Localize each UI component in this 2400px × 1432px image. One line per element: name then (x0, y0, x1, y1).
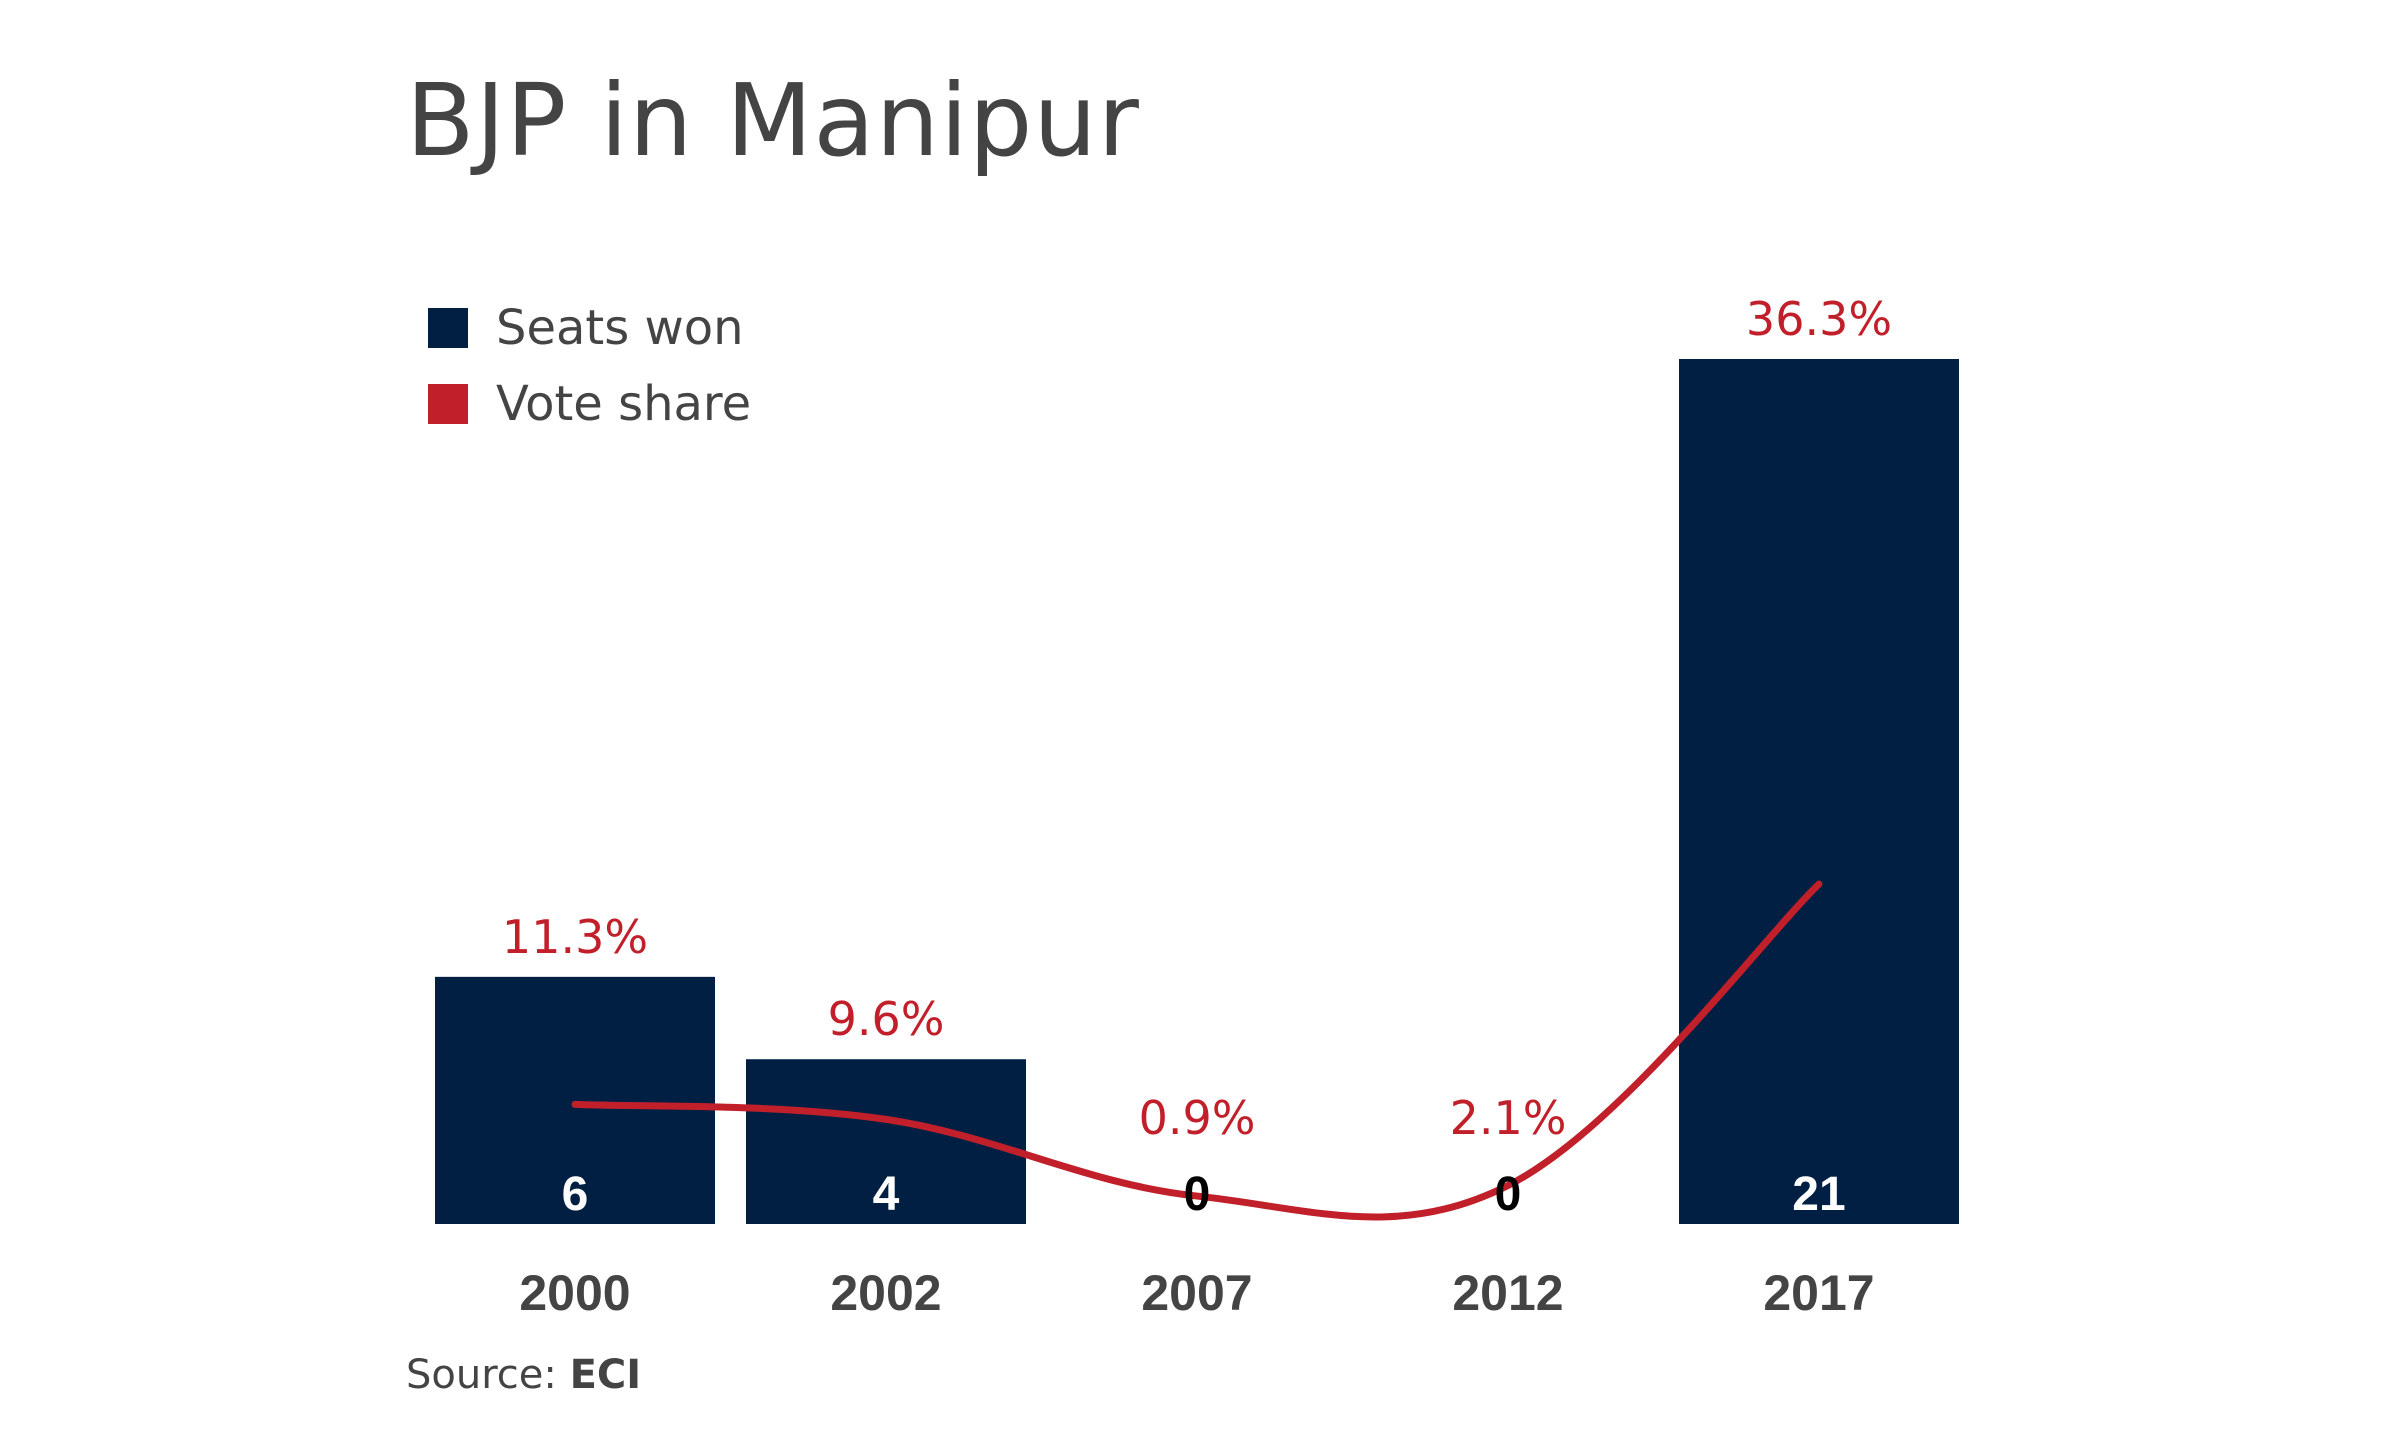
bar-seats-2017 (1679, 359, 1959, 1224)
seat-label-2007: 0 (1184, 1168, 1211, 1221)
vote-label-2007: 0.9% (1139, 1091, 1256, 1145)
source-value: ECI (569, 1352, 642, 1398)
legend-swatch-seats (428, 308, 468, 348)
seat-label-2012: 0 (1495, 1168, 1522, 1221)
bar-seats-2000 (435, 976, 715, 1224)
chart-title: BJP in Manipur (406, 62, 1140, 179)
x-tick-2007: 2007 (1141, 1265, 1252, 1321)
x-tick-2017: 2017 (1763, 1265, 1874, 1321)
seat-label-2017: 21 (1792, 1168, 1845, 1221)
seat-label-2000: 6 (562, 1168, 589, 1221)
seat-label-2002: 4 (873, 1168, 900, 1221)
legend: Seats won Vote share (428, 290, 751, 442)
vote-label-2012: 2.1% (1450, 1091, 1567, 1145)
x-tick-2000: 2000 (519, 1265, 630, 1321)
vote-label-2002: 9.6% (828, 992, 945, 1046)
vote-label-2000: 11.3% (502, 910, 648, 964)
legend-swatch-vote-share (428, 384, 468, 424)
source-note: Source: ECI (406, 1352, 641, 1398)
x-tick-2002: 2002 (830, 1265, 941, 1321)
legend-label-seats: Seats won (496, 300, 744, 356)
line-vote-share (571, 880, 1823, 1221)
legend-label-vote-share: Vote share (496, 376, 752, 432)
legend-item-seats: Seats won (428, 290, 751, 366)
vote-label-2017: 36.3% (1746, 292, 1892, 346)
legend-item-vote-share: Vote share (428, 366, 751, 442)
source-label: Source: (406, 1352, 557, 1398)
x-tick-2012: 2012 (1452, 1265, 1563, 1321)
